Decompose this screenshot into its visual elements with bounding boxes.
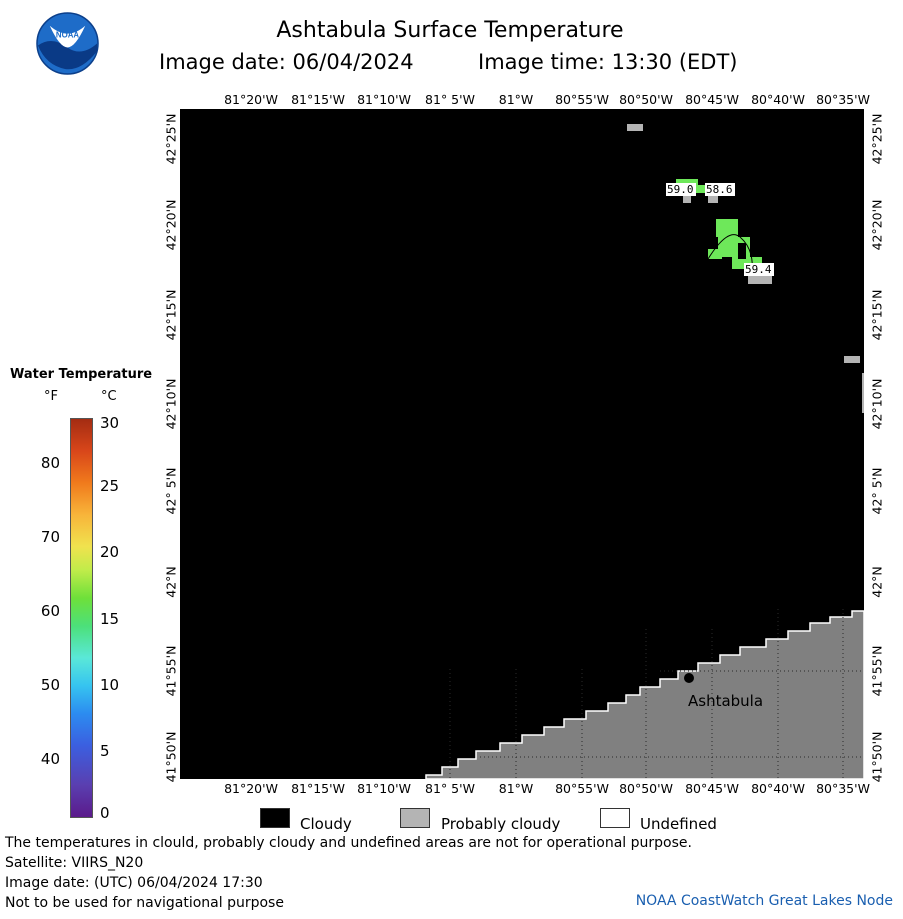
cloud-pixel [738,243,746,259]
lon-label-top: 81° 5'W [425,92,475,107]
lat-label-right: 42°10'N [869,378,885,430]
lon-label-top: 81°20'W [224,92,278,107]
lat-label-right: 41°50'N [869,731,885,783]
probably-cloudy-patch [708,193,718,203]
lon-label-top: 81°W [498,92,534,107]
legend-label-undefined: Undefined [640,815,717,833]
lon-label-bottom: 81°10'W [357,781,411,796]
colorbar-tick-f: 80 [40,454,60,472]
colorbar-unit-c: °C [101,389,117,404]
lon-label-top: 80°55'W [555,92,609,107]
lat-label-left: 42°10'N [163,378,179,430]
lat-label-right: 42°N [869,566,885,598]
lon-label-bottom: 81°15'W [291,781,345,796]
legend-swatch-cloudy [260,808,290,828]
temp-label: 59.0 [667,183,694,196]
legend-label-cloudy: Cloudy [300,815,352,833]
credit-text: NOAA CoastWatch Great Lakes Node [635,893,893,909]
isotherm [707,234,753,272]
lon-label-top: 80°40'W [751,92,805,107]
colorbar-tick-c: 5 [100,742,110,760]
temp-label: 59.4 [745,263,772,276]
colorbar-tick-c: 10 [100,676,120,694]
temp-label-box [744,263,774,276]
colorbar-tick-c: 25 [100,477,120,495]
lat-label-right: 42°15'N [869,289,885,341]
noaa-logo-text: NOAA [56,31,79,40]
colorbar-tick-c: 15 [100,610,120,628]
image-time: Image time: 13:30 (EDT) [478,50,738,74]
legend-swatch-probably-cloudy [400,808,430,828]
probably-cloudy-patch [627,124,643,131]
probably-cloudy-patch [748,274,772,284]
lon-label-top: 80°35'W [816,92,870,107]
lon-label-top: 80°45'W [685,92,739,107]
lon-label-top: 81°10'W [357,92,411,107]
city-marker [684,673,694,683]
lat-label-left: 42°N [163,566,179,598]
colorbar-tick-f: 70 [40,528,60,546]
colorbar-title: Water Temperature [10,367,153,382]
lon-label-bottom: 80°55'W [555,781,609,796]
legend-swatch-undefined [600,808,630,828]
noaa-logo: NOAA [36,12,99,75]
lat-label-left: 41°55'N [163,645,179,697]
land-area [425,610,864,779]
temperature-colorbar [70,418,93,818]
lon-label-bottom: 81°W [498,781,534,796]
map-title: Ashtabula Surface Temperature [276,18,624,43]
city-label: Ashtabula [688,692,763,710]
sst-map-canvas: 59.0 58.6 59.4 Ashtabula [180,109,864,779]
lon-label-bottom: 80°50'W [619,781,673,796]
lat-label-right: 42° 5'N [869,467,885,515]
probably-cloudy-patch [683,193,691,203]
lat-label-right: 42°25'N [869,113,885,165]
lat-label-right: 41°55'N [869,645,885,697]
lon-label-top: 81°15'W [291,92,345,107]
legend-label-probably-cloudy: Probably cloudy [441,815,561,833]
sst-map: 59.0 58.6 59.4 Ashtabula [180,109,864,779]
colorbar-tick-f: 60 [40,602,60,620]
lat-label-left: 42°20'N [163,199,179,251]
lon-label-bottom: 81°20'W [224,781,278,796]
probably-cloudy-patch [862,373,864,413]
lat-label-left: 42°25'N [163,113,179,165]
lon-label-top: 80°50'W [619,92,673,107]
graticule [449,609,864,779]
lon-label-bottom: 80°45'W [685,781,739,796]
colorbar-tick-c: 0 [100,804,110,822]
satellite-text: Satellite: VIIRS_N20 [5,855,144,871]
nav-warning-text: Not to be used for navigational purpose [5,895,284,911]
lat-label-right: 42°20'N [869,199,885,251]
lat-label-left: 42°15'N [163,289,179,341]
lon-label-bottom: 80°35'W [816,781,870,796]
colorbar-tick-c: 20 [100,543,120,561]
temp-label-box [705,183,735,196]
temp-label: 58.6 [706,183,733,196]
probably-cloudy-patch [844,356,860,363]
lat-label-left: 41°50'N [163,731,179,783]
lon-label-bottom: 80°40'W [751,781,805,796]
colorbar-tick-c: 30 [100,414,120,432]
temp-label-box [666,183,696,196]
utc-date-text: Image date: (UTC) 06/04/2024 17:30 [5,875,263,891]
lon-label-bottom: 81° 5'W [425,781,475,796]
disclaimer-text: The temperatures in clould, probably clo… [5,835,692,851]
image-date: Image date: 06/04/2024 [159,50,414,74]
colorbar-unit-f: °F [44,389,58,404]
lat-label-left: 42° 5'N [163,467,179,515]
colorbar-tick-f: 50 [40,676,60,694]
colorbar-tick-f: 40 [40,750,60,768]
